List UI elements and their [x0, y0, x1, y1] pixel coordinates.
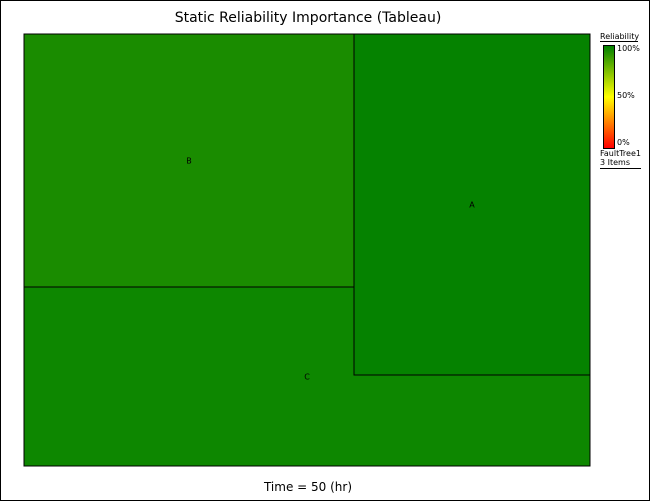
treemap-tile-a[interactable] [353, 33, 591, 376]
legend-item-count: 3 Items [600, 158, 641, 169]
legend-tree-name: FaultTree1 [600, 149, 641, 158]
time-label: Time = 50 (hr) [263, 480, 353, 494]
treemap-tile-b[interactable] [23, 33, 355, 288]
legend-tick-0: 0% [617, 138, 630, 147]
reliability-color-scale [603, 45, 615, 149]
legend-tick-50: 50% [617, 91, 635, 100]
treemap-label-a: A [469, 201, 475, 210]
chart-title: Static Reliability Importance (Tableau) [174, 10, 442, 26]
treemap-label-c: C [304, 373, 310, 382]
treemap-label-b: B [186, 157, 192, 166]
legend-tick-100: 100% [617, 44, 640, 53]
legend-title: Reliability [600, 32, 640, 42]
